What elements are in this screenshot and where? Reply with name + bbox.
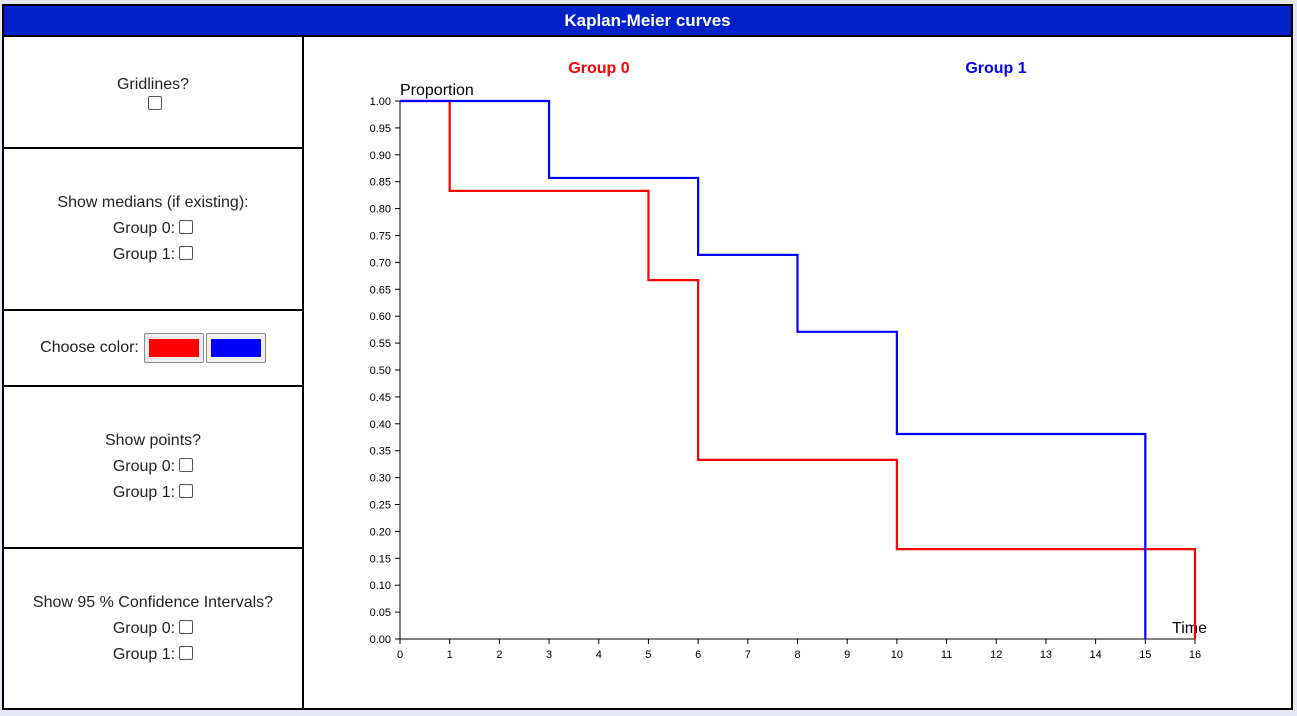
y-tick-label: 0.30 xyxy=(370,473,391,485)
points-group0-checkbox[interactable] xyxy=(179,458,194,472)
points-group0-label: Group 0: xyxy=(112,458,176,475)
km-curve-group-0 xyxy=(400,99,1197,639)
color-label: Choose color: xyxy=(40,339,139,356)
app-window: Kaplan-Meier curves Gridlines? Show medi… xyxy=(2,4,1293,710)
medians-group1-label: Group 1: xyxy=(112,246,176,263)
x-tick-label: 16 xyxy=(1189,649,1201,661)
x-tick-label: 1 xyxy=(447,649,453,661)
y-tick-label: 1.00 xyxy=(370,96,391,108)
x-tick-label: 13 xyxy=(1040,649,1052,661)
x-tick-label: 0 xyxy=(397,649,403,661)
x-axis-label: Time xyxy=(1172,620,1207,637)
medians-group0-checkbox[interactable] xyxy=(179,220,194,234)
y-axis-label: Proportion xyxy=(400,82,474,99)
x-tick-label: 14 xyxy=(1090,649,1102,661)
ci-label: Show 95 % Confidence Intervals? xyxy=(32,593,274,611)
ci-panel: Show 95 % Confidence Intervals? Group 0:… xyxy=(4,549,302,708)
group1-color-button[interactable] xyxy=(205,333,266,363)
points-group1-checkbox[interactable] xyxy=(179,484,194,498)
y-tick-label: 0.05 xyxy=(370,607,391,619)
km-chart: 0.00 0.05 0.10 0.15 0.20 0.25 0.30 0.35 0.40 0.45… xyxy=(370,60,1208,661)
page-title: Kaplan-Meier curves xyxy=(4,6,1291,37)
y-tick-label: 0.90 xyxy=(370,150,391,162)
color-panel: Choose color: xyxy=(4,311,302,387)
ci-group0-label: Group 0: xyxy=(112,619,176,637)
sidebar: Gridlines? Show medians (if existing): G… xyxy=(4,37,304,708)
x-tick-label: 5 xyxy=(645,649,651,661)
group0-color-button[interactable] xyxy=(143,333,204,363)
x-tick-label: 12 xyxy=(990,649,1002,661)
group0-color-swatch xyxy=(148,339,199,357)
y-tick-label: 0.95 xyxy=(370,123,391,135)
medians-panel: Show medians (if existing): Group 0: Gro… xyxy=(4,149,302,311)
y-tick-label: 0.15 xyxy=(370,553,391,565)
km-curve-group-1 xyxy=(400,99,1147,639)
medians-group0-label: Group 0: xyxy=(112,220,176,237)
group1-color-swatch xyxy=(210,339,261,357)
y-tick-label: 0.50 xyxy=(370,365,391,377)
gridlines-label: Gridlines? xyxy=(116,76,190,93)
x-tick-label: 10 xyxy=(891,649,903,661)
medians-group1-checkbox[interactable] xyxy=(179,246,194,260)
points-panel: Show points? Group 0: Group 1: xyxy=(4,387,302,549)
y-tick-label: 0.55 xyxy=(370,338,391,350)
y-tick-label: 0.10 xyxy=(370,580,391,592)
ci-group1-label: Group 1: xyxy=(112,645,176,663)
x-tick-label: 4 xyxy=(596,649,602,661)
y-tick-label: 0.40 xyxy=(370,419,391,431)
medians-label: Show medians (if existing): xyxy=(57,194,249,211)
y-tick-label: 0.35 xyxy=(370,446,391,458)
y-tick-label: 0.75 xyxy=(370,231,391,243)
x-tick-label: 11 xyxy=(941,649,952,661)
gridlines-panel: Gridlines? xyxy=(4,37,302,149)
x-tick-label: 8 xyxy=(794,649,800,661)
gridlines-checkbox[interactable] xyxy=(148,96,162,110)
y-tick-label: 0.00 xyxy=(370,634,391,646)
y-tick-label: 0.25 xyxy=(370,500,391,512)
y-tick-label: 0.80 xyxy=(370,204,391,216)
ci-group0-checkbox[interactable] xyxy=(179,619,194,634)
y-tick-label: 0.45 xyxy=(370,392,391,404)
y-tick-label: 0.65 xyxy=(370,284,391,296)
x-tick-label: 2 xyxy=(496,649,502,661)
x-tick-label: 9 xyxy=(844,649,850,661)
points-group1-label: Group 1: xyxy=(112,484,176,501)
x-tick-label: 15 xyxy=(1139,649,1151,661)
y-tick-label: 0.85 xyxy=(370,177,391,189)
legend-group-1: Group 1 xyxy=(965,60,1026,77)
legend-group-0: Group 0 xyxy=(568,60,629,77)
x-tick-label: 3 xyxy=(546,649,552,661)
points-label: Show points? xyxy=(104,432,202,449)
chart-area: 0.00 0.05 0.10 0.15 0.20 0.25 0.30 0.35 0.40 0.45… xyxy=(304,37,1291,708)
y-tick-label: 0.60 xyxy=(370,311,391,323)
x-tick-label: 7 xyxy=(745,649,751,661)
x-tick-label: 6 xyxy=(695,649,701,661)
y-tick-label: 0.70 xyxy=(370,257,391,269)
ci-group1-checkbox[interactable] xyxy=(179,645,194,660)
y-tick-label: 0.20 xyxy=(370,526,391,538)
